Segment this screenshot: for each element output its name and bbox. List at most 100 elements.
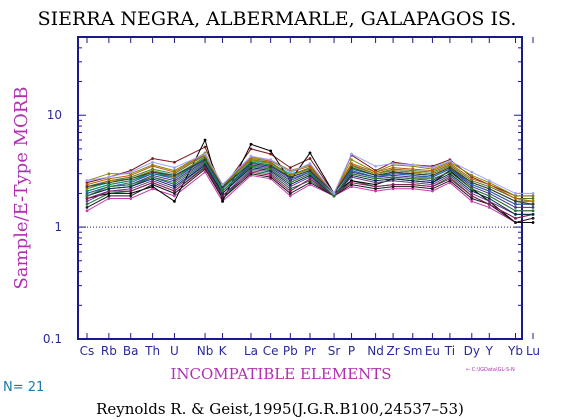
data-point <box>203 170 207 174</box>
file-note: ← C:\IGData\GL-S-N <box>466 367 515 373</box>
data-point <box>85 194 89 198</box>
data-point <box>514 202 517 206</box>
data-point <box>487 179 491 183</box>
data-point <box>350 185 353 189</box>
y-axis-label: Sample/E-Type MORB <box>11 86 32 289</box>
x-axis-label: INCOMPATIBLE ELEMENTS <box>170 365 391 383</box>
x-tick-label: Eu <box>425 344 440 358</box>
data-point <box>129 185 133 189</box>
data-point <box>249 164 253 168</box>
data-point <box>288 194 292 198</box>
data-point <box>487 185 491 189</box>
data-point <box>470 194 474 198</box>
data-point <box>151 183 154 186</box>
data-point <box>514 192 517 195</box>
data-point <box>448 177 452 181</box>
data-point <box>531 199 535 203</box>
data-point <box>288 166 292 170</box>
data-point <box>531 212 535 216</box>
series-line <box>86 166 534 219</box>
data-point <box>487 194 491 198</box>
data-point <box>249 154 253 158</box>
data-point <box>391 170 395 174</box>
data-point <box>85 197 89 200</box>
data-point <box>470 185 474 189</box>
x-tick-label: Lu <box>526 344 540 358</box>
data-point <box>151 175 154 179</box>
data-point <box>431 185 434 189</box>
data-point <box>308 151 312 155</box>
data-point <box>308 164 312 168</box>
x-tick-label: La <box>244 344 258 358</box>
data-point <box>431 183 434 186</box>
data-point <box>487 197 491 200</box>
data-point <box>487 189 491 193</box>
data-point <box>350 169 353 172</box>
chart-title: SIERRA NEGRA, ALBERMARLE, GALAPAGOS IS. <box>38 8 517 30</box>
data-point <box>288 175 292 179</box>
data-point <box>487 199 491 203</box>
data-point <box>470 187 474 191</box>
data-point <box>531 221 535 224</box>
series-line <box>86 153 533 195</box>
data-point <box>308 183 312 186</box>
data-point <box>173 189 176 193</box>
data-point <box>411 163 415 167</box>
data-point <box>221 199 224 203</box>
data-point <box>129 194 133 198</box>
data-point <box>514 221 517 224</box>
data-point <box>514 199 517 203</box>
data-point <box>85 187 89 191</box>
data-point <box>487 183 491 186</box>
data-point <box>107 187 111 191</box>
data-point <box>269 158 273 162</box>
data-point <box>85 192 89 195</box>
data-point <box>487 187 491 191</box>
data-point <box>173 192 176 195</box>
series-line <box>86 164 533 215</box>
data-point <box>288 170 292 174</box>
data-point <box>129 187 133 191</box>
data-point <box>85 202 89 206</box>
data-point <box>129 170 133 174</box>
data-point <box>173 173 176 177</box>
data-point <box>514 216 517 220</box>
x-tick-label: Sr <box>328 344 341 358</box>
data-point <box>151 170 154 174</box>
x-tick-label: Ce <box>263 344 279 358</box>
data-point <box>203 158 207 162</box>
data-point <box>151 164 154 168</box>
data-point <box>514 206 517 209</box>
data-point <box>531 197 535 200</box>
data-point <box>203 160 207 164</box>
data-point <box>514 209 517 213</box>
x-tick-label: Ti <box>444 344 455 358</box>
data-point <box>470 189 474 193</box>
data-point <box>203 138 207 142</box>
sample-count: N= 21 <box>3 380 44 395</box>
series-line <box>86 158 533 205</box>
data-point <box>350 162 353 165</box>
data-point <box>531 206 535 209</box>
data-point <box>470 181 474 184</box>
x-tick-label: P <box>348 344 355 358</box>
data-point <box>107 197 111 200</box>
data-point <box>151 157 154 160</box>
data-point <box>411 187 415 191</box>
data-point <box>374 177 377 181</box>
data-point <box>470 183 474 186</box>
data-point <box>374 173 377 177</box>
data-point <box>107 185 111 189</box>
series-line <box>86 138 533 223</box>
data-point <box>151 185 154 189</box>
data-point <box>391 175 395 179</box>
data-point <box>308 177 312 181</box>
data-point <box>531 216 535 220</box>
data-point <box>85 185 89 189</box>
data-point <box>173 194 176 198</box>
y-tick-label: 10 <box>47 108 62 122</box>
data-point <box>288 181 292 184</box>
data-point <box>85 179 89 183</box>
data-point <box>249 142 253 146</box>
data-point <box>411 185 415 189</box>
